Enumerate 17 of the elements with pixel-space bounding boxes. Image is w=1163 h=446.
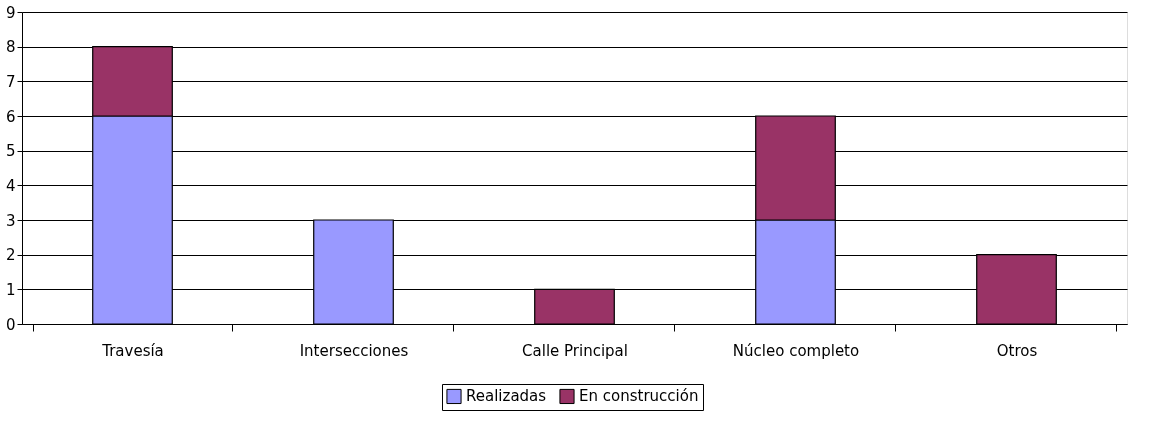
y-tick-label: 7 <box>5 72 16 91</box>
x-tick-label: Travesía <box>101 341 164 360</box>
y-tick-label: 6 <box>5 107 16 126</box>
legend-label: Realizadas <box>466 387 547 406</box>
x-tick-label: Intersecciones <box>299 341 409 360</box>
y-tick-label: 0 <box>5 315 16 334</box>
y-tick-label: 8 <box>5 38 16 57</box>
x-tick-label: Calle Principal <box>522 341 628 360</box>
y-tick-label: 2 <box>5 246 16 265</box>
y-tick-label: 3 <box>5 211 16 230</box>
legend-label: En construcción <box>579 387 699 406</box>
y-tick-label: 9 <box>5 3 16 22</box>
x-tick-label: Otros <box>996 341 1038 360</box>
x-tick-label: Núcleo completo <box>732 341 860 360</box>
y-tick-label: 5 <box>5 142 16 161</box>
y-tick-label: 4 <box>5 176 16 195</box>
y-tick-label: 1 <box>5 280 16 299</box>
